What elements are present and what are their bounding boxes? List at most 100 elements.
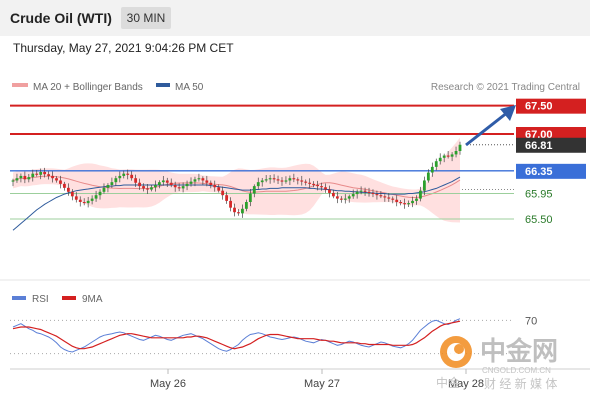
candle-body xyxy=(343,198,347,200)
ma50-line xyxy=(12,176,461,231)
candle-body xyxy=(118,175,122,179)
candle-body xyxy=(86,200,90,204)
candle-body xyxy=(276,179,280,181)
rsi-panel: 70 xyxy=(10,315,537,355)
candle-body xyxy=(312,183,316,185)
candle-body xyxy=(27,177,31,180)
candle-body xyxy=(375,194,379,196)
level-label-5: 65.50 xyxy=(525,214,553,226)
candle-body xyxy=(280,180,284,182)
candle-body xyxy=(150,187,153,190)
candle-body xyxy=(399,202,403,204)
candle-body xyxy=(165,180,169,183)
candle-body xyxy=(272,178,276,180)
watermark-swirl-center-icon xyxy=(454,344,464,354)
candlesticks xyxy=(11,141,462,218)
candle-body xyxy=(134,178,138,183)
candle-body xyxy=(288,178,292,181)
candle-body xyxy=(181,186,185,189)
candle-body xyxy=(138,182,141,187)
watermark-name: 中金网 xyxy=(480,336,558,366)
watermark-domain: CNGOLD.COM.CN xyxy=(482,366,551,375)
watermark-tagline: 财 经 新 媒 体 xyxy=(484,376,557,391)
candle-body xyxy=(35,173,39,175)
candle-body xyxy=(316,185,319,187)
candle-body xyxy=(379,195,383,197)
candle-body xyxy=(407,203,410,205)
candle-body xyxy=(63,183,66,188)
candle-body xyxy=(173,185,177,188)
candle-body xyxy=(296,179,300,181)
candle-body xyxy=(225,195,229,201)
candle-body xyxy=(47,174,51,176)
candle-body xyxy=(438,157,442,162)
forecast-arrow-line xyxy=(465,110,509,147)
candle-body xyxy=(213,185,217,188)
candle-body xyxy=(422,180,426,191)
level-label-4: 65.95 xyxy=(525,189,553,201)
candle-body xyxy=(169,182,173,185)
level-label-box-0 xyxy=(516,98,586,114)
candle-body xyxy=(55,178,58,181)
level-label-0: 67.50 xyxy=(525,101,553,113)
candle-body xyxy=(110,182,114,185)
candle-body xyxy=(201,178,205,181)
legend-ma50-swatch xyxy=(156,83,170,87)
candle-body xyxy=(114,178,118,183)
candle-body xyxy=(98,191,102,196)
candle-body xyxy=(106,185,110,188)
candle-body xyxy=(347,196,351,199)
candle-body xyxy=(256,182,260,187)
candle-body xyxy=(419,190,422,199)
instrument-title: Crude Oil (WTI) xyxy=(10,10,112,26)
level-label-box-3 xyxy=(516,163,586,179)
header-bar xyxy=(0,0,590,36)
candle-body xyxy=(189,181,193,184)
candle-body xyxy=(415,198,418,201)
candle-body xyxy=(233,207,236,213)
rsi-70-label: 70 xyxy=(525,315,537,327)
candle-body xyxy=(387,197,391,199)
candle-body xyxy=(332,192,335,197)
candle-body xyxy=(90,198,94,201)
x-tick-label-2: May 28 xyxy=(448,378,484,390)
candle-body xyxy=(335,196,339,199)
candle-body xyxy=(446,155,450,157)
candle-body xyxy=(292,178,296,180)
candle-body xyxy=(122,173,126,176)
candle-body xyxy=(359,190,363,192)
candle-body xyxy=(371,192,375,195)
candle-body xyxy=(31,173,35,178)
legend-rsi-label: RSI xyxy=(32,294,49,305)
candle-body xyxy=(241,208,244,214)
candle-body xyxy=(324,187,327,190)
watermark-logo xyxy=(440,336,472,368)
candle-body xyxy=(229,200,232,208)
rsi-9ma-line xyxy=(12,320,461,350)
candle-body xyxy=(157,182,161,185)
candle-body xyxy=(205,180,209,183)
bollinger-band xyxy=(12,137,461,223)
candle-body xyxy=(197,178,201,180)
moving-averages xyxy=(12,176,461,231)
candle-body xyxy=(15,178,19,181)
candle-body xyxy=(300,180,304,182)
candle-body xyxy=(367,191,371,193)
candle-body xyxy=(94,195,98,199)
candle-body xyxy=(78,199,82,202)
candle-body xyxy=(395,199,399,202)
candle-body xyxy=(209,182,213,185)
candle-body xyxy=(391,198,395,200)
candle-body xyxy=(450,154,454,157)
rsi-line xyxy=(12,318,461,353)
candle-body xyxy=(442,155,446,158)
candle-body xyxy=(308,182,312,184)
candle-body xyxy=(383,196,387,198)
candle-body xyxy=(74,196,78,200)
candle-body xyxy=(23,175,27,180)
timeframe-button[interactable]: 30 MIN xyxy=(121,7,171,29)
candle-body xyxy=(411,200,414,204)
candle-body xyxy=(430,166,434,173)
candle-body xyxy=(339,198,343,200)
